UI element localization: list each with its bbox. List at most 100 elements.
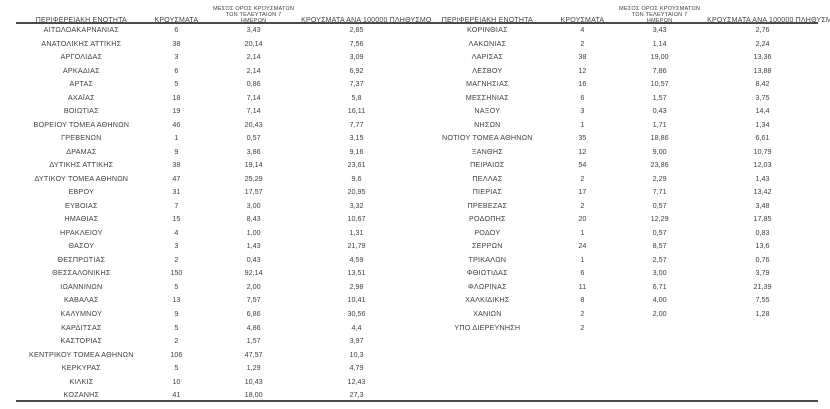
col-header-per100k: ΚΡΟΥΣΜΑΤΑ ΑΝΑ 100000 ΠΛΗΘΥΣΜΟ [707,17,830,25]
region-cell: ΚΕΝΤΡΙΚΟΥ ΤΟΜΕΑ ΑΘΗΝΩΝ [29,349,134,359]
region-cell: ΛΑΡΙΣΑΣ [471,52,504,62]
cases-cell: 38 [578,52,587,62]
cases-cell: 6 [174,65,179,75]
region-cell: ΥΠΟ ΔΙΕΡΕΥΝΗΣΗ [454,322,521,332]
per100k-cell: 30,56 [347,308,366,318]
per100k-cell: 13,6 [755,241,770,251]
table-body: ΚΟΡΙΝΘΙΑΣ 4 3,43 2,76 ΛΑΚΩΝΙΑΣ 2 1,14 2,24 ΛΑΡΙΣ… [422,23,818,334]
cases-cell: 5 [174,79,179,89]
table-row: ΑΙΤΩΛΟΑΚΑΡΝΑΝΙΑΣ 6 3,43 2,85 [16,23,412,37]
region-cell: ΠΕΛΛΑΣ [472,173,503,183]
per100k-cell: 14,4 [755,106,770,116]
region-cell: ΠΙΕΡΙΑΣ [472,187,503,197]
region-cell: ΑΧΑΪΑΣ [67,92,95,102]
table-row: ΧΑΝΙΩΝ 2 2,00 1,28 [422,307,818,321]
avg7-cell: 7,71 [652,187,667,197]
cases-cell: 13 [172,295,181,305]
per100k-cell: 1,31 [349,227,364,237]
region-cell: ΕΒΡΟΥ [68,187,95,197]
table-row: ΑΡΓΟΛΙΔΑΣ 3 2,14 3,09 [16,50,412,64]
table-row: ΑΝΑΤΟΛΙΚΗΣ ΑΤΤΙΚΗΣ 38 20,14 7,56 [16,37,412,51]
cases-cell: 4 [174,227,179,237]
table-row: ΜΑΓΝΗΣΙΑΣ 16 10,57 8,42 [422,77,818,91]
region-cell: ΠΕΙΡΑΙΩΣ [470,160,505,170]
per100k-cell: 7,37 [349,79,364,89]
cases-cell: 10 [172,376,181,386]
cases-cell: 2 [580,308,585,318]
per100k-cell: 2,98 [349,281,364,291]
region-cell: ΣΕΡΡΩΝ [472,241,503,251]
avg7-cell: 7,14 [246,92,261,102]
table-row: ΙΩΑΝΝΙΝΩΝ 5 2,00 2,98 [16,280,412,294]
cases-cell: 17 [578,187,587,197]
table-row: ΝΑΞΟΥ 3 0,43 14,4 [422,104,818,118]
table-row: ΠΕΛΛΑΣ 2 2,29 1,43 [422,172,818,186]
region-cell: ΔΡΑΜΑΣ [66,146,97,156]
per100k-cell: 4,4 [351,322,362,332]
per100k-cell: 8,42 [755,79,770,89]
table-row: ΦΛΩΡΙΝΑΣ 11 6,71 21,39 [422,280,818,294]
cases-cell: 8 [580,295,585,305]
per100k-cell: 12,03 [753,160,772,170]
table-row: ΥΠΟ ΔΙΕΡΕΥΝΗΣΗ 2 [422,320,818,334]
cases-cell: 1 [580,119,585,129]
per100k-cell: 21,39 [753,281,772,291]
region-cell: ΓΡΕΒΕΝΩΝ [61,133,102,143]
per100k-cell: 16,11 [347,106,366,116]
table-row: ΑΧΑΪΑΣ 18 7,14 5,8 [16,91,412,105]
avg7-cell: 0,86 [246,79,261,89]
table-body: ΑΙΤΩΛΟΑΚΑΡΝΑΝΙΑΣ 6 3,43 2,85 ΑΝΑΤΟΛΙΚΗΣ ΑΤΤΙ… [16,23,412,401]
region-cell: ΝΟΤΙΟΥ ΤΟΜΕΑ ΑΘΗΝΩΝ [442,133,533,143]
table-row: ΕΒΡΟΥ 31 17,57 20,95 [16,185,412,199]
region-cell: ΤΡΙΚΑΛΩΝ [468,254,507,264]
region-cell: ΑΡΤΑΣ [69,79,94,89]
region-cell: ΦΛΩΡΙΝΑΣ [467,281,507,291]
table-row: ΠΕΙΡΑΙΩΣ 54 23,86 12,03 [422,158,818,172]
per100k-cell: 2,76 [755,25,770,35]
region-cell: ΜΕΣΣΗΝΙΑΣ [465,92,509,102]
region-cell: ΗΡΑΚΛΕΙΟΥ [60,227,103,237]
per100k-cell: 7,56 [349,38,364,48]
avg7-cell: 92,14 [244,268,263,278]
cases-cell: 31 [172,187,181,197]
avg7-cell: 7,57 [246,295,261,305]
cases-cell: 1 [580,254,585,264]
cases-cell: 6 [580,92,585,102]
per100k-cell: 7,77 [349,119,364,129]
avg7-cell: 10,43 [244,376,263,386]
avg7-cell: 17,57 [244,187,263,197]
cases-cell: 106 [170,349,183,359]
avg7-cell: 25,29 [244,173,263,183]
per100k-cell: 20,95 [347,187,366,197]
avg7-cell: 9,00 [652,146,667,156]
table-row: ΑΡΚΑΔΙΑΣ 6 2,14 6,92 [16,64,412,78]
avg7-cell: 8,43 [246,214,261,224]
per100k-cell: 10,41 [347,295,366,305]
avg7-cell: 6,71 [652,281,667,291]
per100k-cell: 13,88 [753,65,772,75]
per100k-cell: 1,34 [755,119,770,129]
region-cell: ΒΟΙΩΤΙΑΣ [63,106,99,116]
per100k-cell: 3,48 [755,200,770,210]
table-row: ΔΥΤΙΚΗΣ ΑΤΤΙΚΗΣ 38 19,14 23,61 [16,158,412,172]
table-bottom-border-line [16,400,818,402]
col-header-region: ΠΕΡΙΦΕΡΕΙΑΚΗ ΕΝΟΤΗΤΑ [35,17,127,25]
per100k-cell: 23,61 [347,160,366,170]
region-cell: ΝΗΣΩΝ [474,119,501,129]
region-cell: ΠΡΕΒΕΖΑΣ [467,200,508,210]
avg7-cell: 1,57 [246,336,261,346]
cases-cell: 46 [172,119,181,129]
table-row: ΛΑΚΩΝΙΑΣ 2 1,14 2,24 [422,37,818,51]
per100k-cell: 3,32 [349,200,364,210]
cases-cell: 5 [174,281,179,291]
table-row: ΤΡΙΚΑΛΩΝ 1 2,57 0,76 [422,253,818,267]
table-row: ΚΑΛΥΜΝΟΥ 9 6,86 30,56 [16,307,412,321]
cases-cell: 9 [174,146,179,156]
table-row: ΝΗΣΩΝ 1 1,71 1,34 [422,118,818,132]
col-header-region: ΠΕΡΙΦΕΡΕΙΑΚΗ ΕΝΟΤΗΤΑ [441,17,533,25]
avg7-cell: 47,57 [244,349,263,359]
avg7-cell: 7,86 [652,65,667,75]
avg7-cell: 2,14 [246,52,261,62]
cases-cell: 5 [174,322,179,332]
avg7-cell: 2,29 [652,173,667,183]
